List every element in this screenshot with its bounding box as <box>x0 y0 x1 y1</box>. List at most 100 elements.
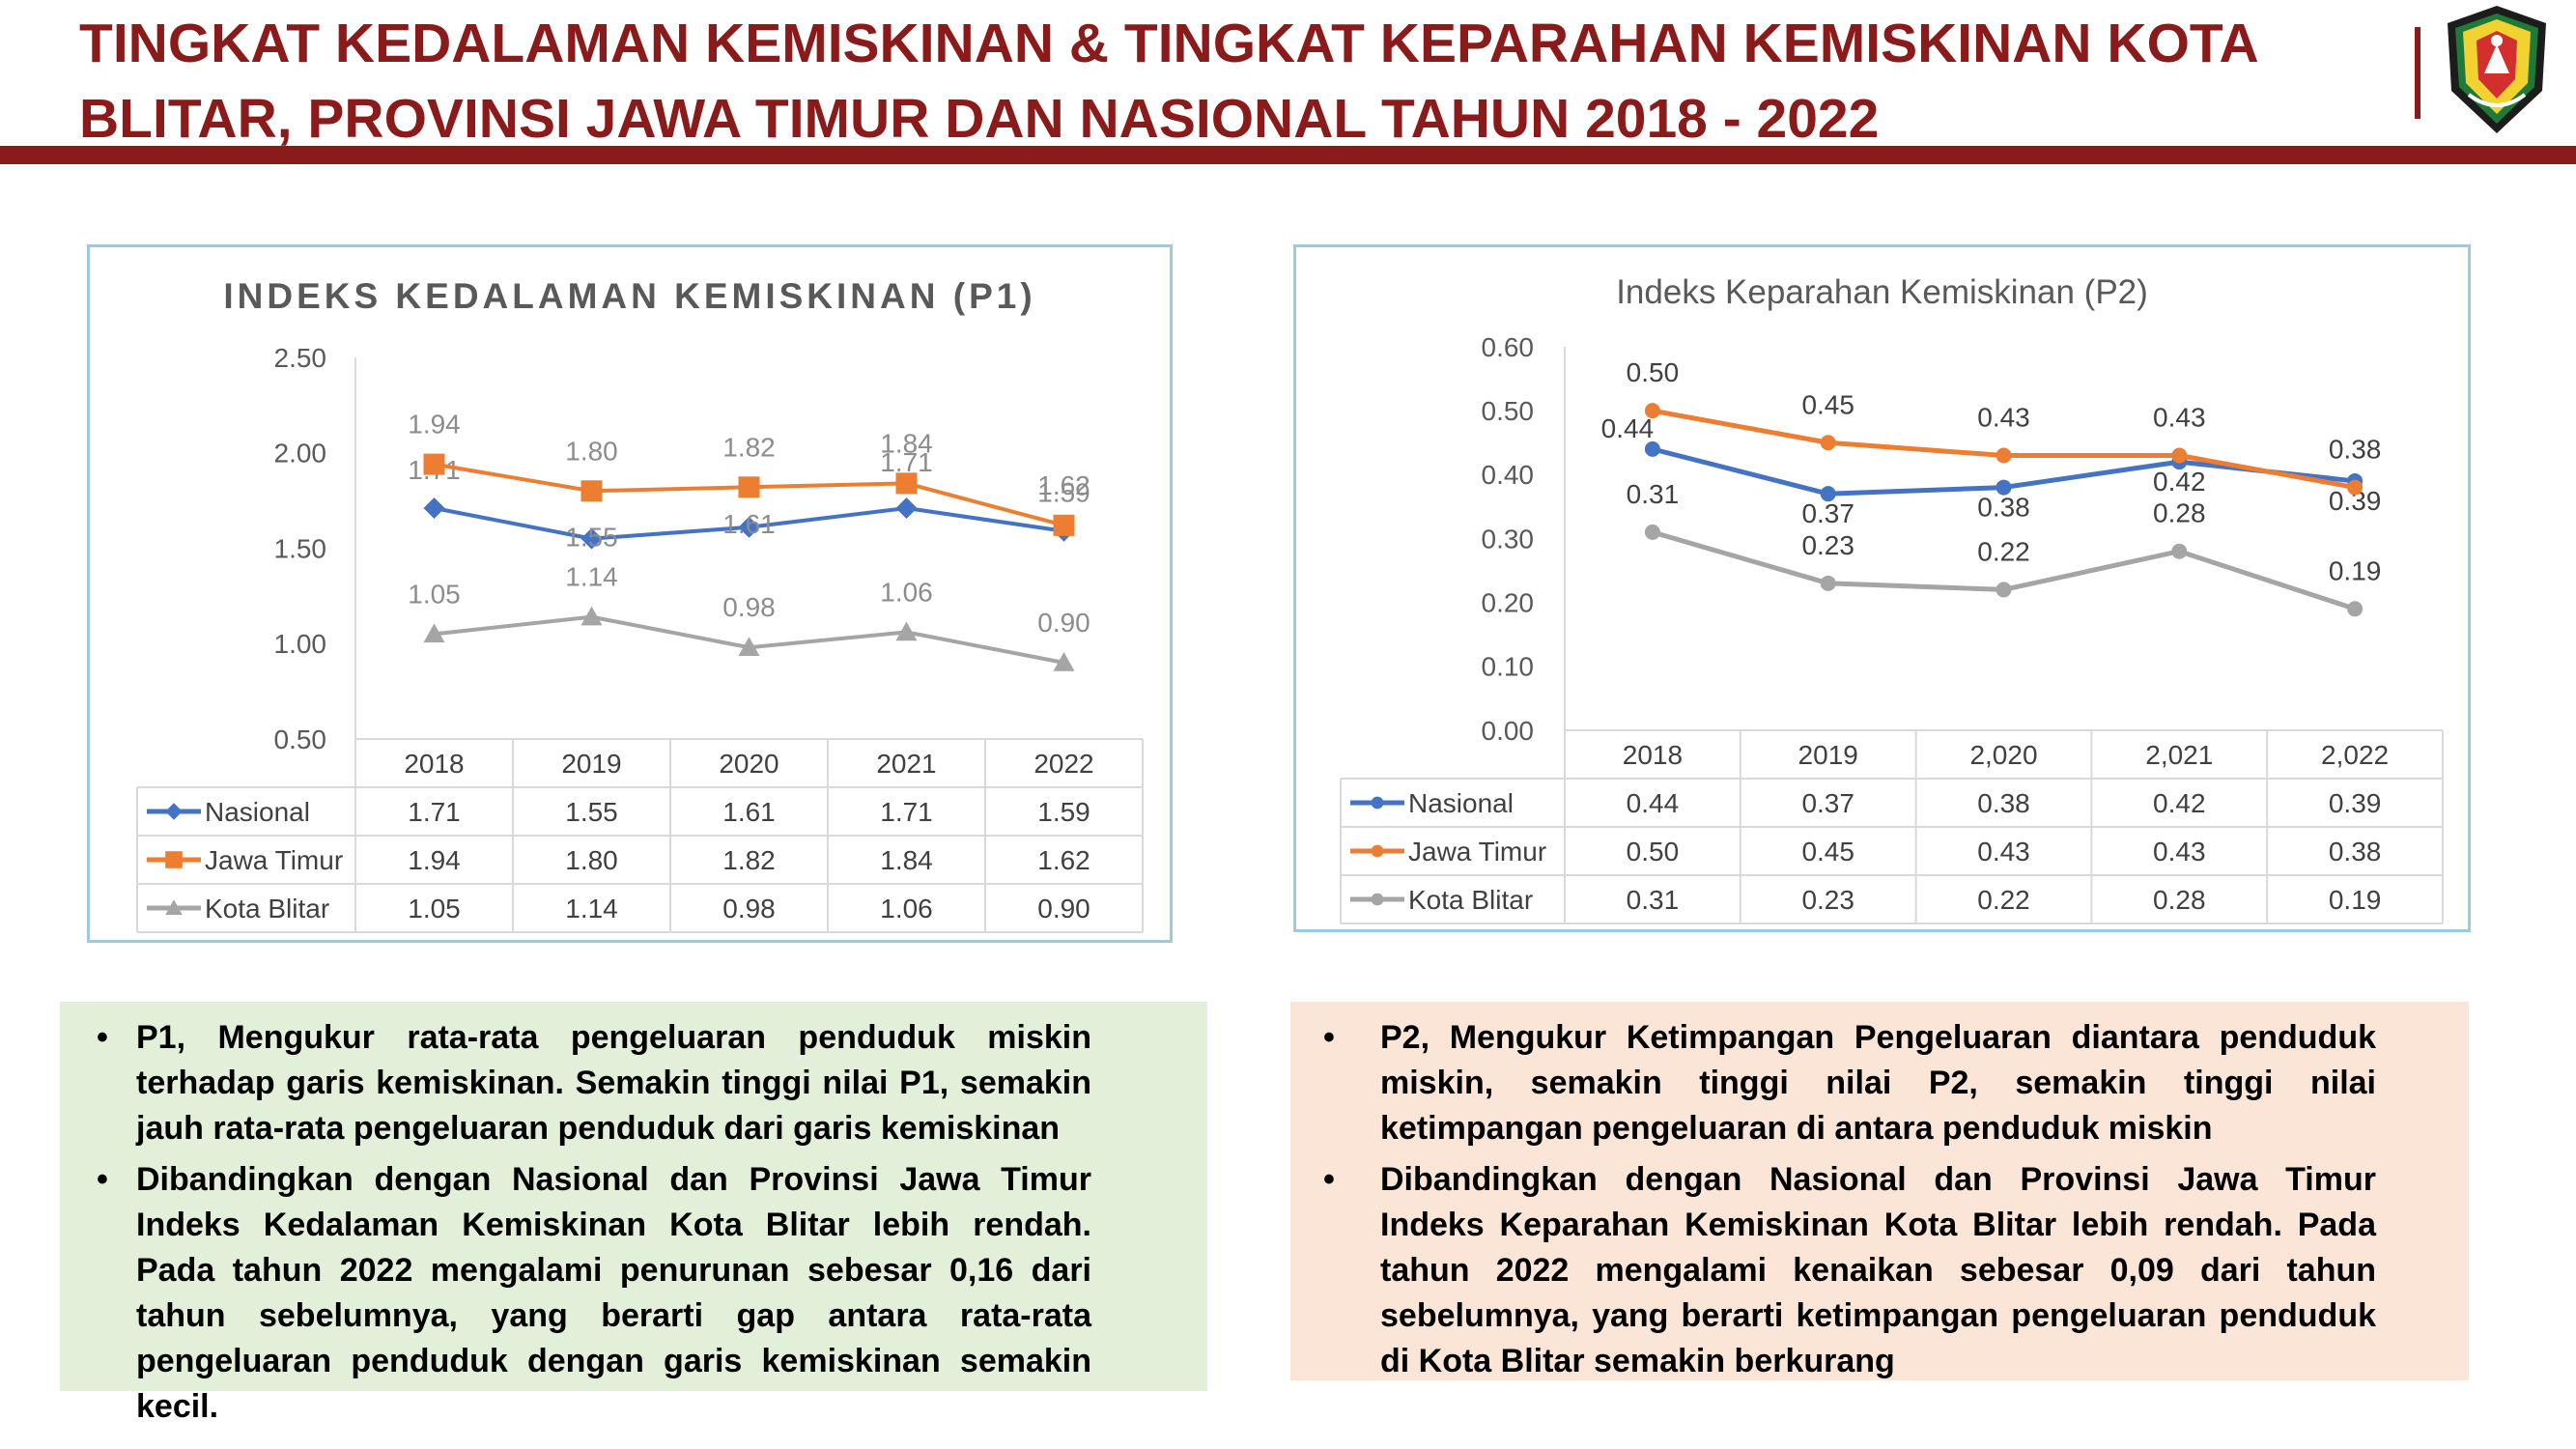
data-label: 0.50 <box>1627 357 1680 387</box>
table-header-cell: 2019 <box>1798 740 1858 770</box>
table-cell: 0.44 <box>1627 788 1680 818</box>
data-label: 0.44 <box>1601 413 1655 443</box>
title-underline <box>0 146 2576 164</box>
data-label: 1.94 <box>408 410 461 440</box>
p1-chart-title: INDEKS KEDALAMAN KEMISKINAN (P1) <box>223 276 1036 316</box>
data-label: 1.62 <box>1037 470 1090 500</box>
data-point <box>895 621 918 641</box>
table-header-cell: 2018 <box>404 749 464 779</box>
p1-chart-panel: INDEKS KEDALAMAN KEMISKINAN (P1) 0.50 1.0… <box>87 244 1173 943</box>
data-label: 0.38 <box>2329 435 2382 465</box>
data-point <box>1644 524 1660 540</box>
data-label: 0.38 <box>1977 493 2030 523</box>
data-label: 1.84 <box>880 428 933 458</box>
legend-label: Nasional <box>1408 788 1514 818</box>
data-point <box>895 497 918 520</box>
data-label: 1.59 <box>1037 478 1090 508</box>
table-cell: 0.23 <box>1801 885 1854 915</box>
p1-notes-box: • P1, Mengukur rata-rata pengeluaran pend… <box>60 1002 1207 1425</box>
y-tick-label: 1.00 <box>274 629 327 659</box>
data-point <box>2347 601 2364 617</box>
table-cell: 0.43 <box>2153 837 2206 867</box>
data-point <box>1820 575 1836 591</box>
data-point <box>895 472 918 495</box>
page-title: TINGKAT KEDALAMAN KEMISKINAN & TINGKAT K… <box>79 6 2301 156</box>
p1-note-text: P1, Mengukur rata-rata pengeluaran pendu… <box>136 1019 1091 1147</box>
legend-label: Jawa Timur <box>1408 837 1546 867</box>
data-label: 0.19 <box>2329 555 2382 585</box>
p2-chart-svg: 0.00 0.10 0.20 0.30 0.40 0.50 0.60 2018 2019 2,02… <box>1340 332 2444 924</box>
data-point <box>1820 435 1836 451</box>
bullet-icon: • <box>97 1019 108 1056</box>
p2-note-item: • Dibandingkan dengan Nasional dan Provin… <box>1304 1157 2376 1384</box>
data-point <box>423 453 445 475</box>
y-tick-label: 0.30 <box>1482 524 1535 554</box>
table-header-cell: 2019 <box>561 749 621 779</box>
data-label: 0.43 <box>2153 402 2206 432</box>
data-point <box>1644 440 1660 457</box>
y-tick-label: 0.00 <box>1482 716 1535 746</box>
table-cell: 0.19 <box>2329 885 2382 915</box>
legend-label: Kota Blitar <box>205 894 329 923</box>
table-cell: 1.71 <box>880 797 933 827</box>
data-label: 0.28 <box>2153 498 2206 528</box>
data-point <box>2347 479 2364 496</box>
data-label: 1.61 <box>722 509 776 539</box>
data-point <box>1996 582 2012 598</box>
data-point <box>1644 403 1660 419</box>
table-cell: 0.39 <box>2329 788 2382 818</box>
table-cell: 1.59 <box>1037 797 1090 827</box>
table-cell: 1.94 <box>408 845 461 875</box>
data-point <box>1053 652 1075 671</box>
data-point <box>580 480 603 502</box>
table-cell: 1.06 <box>880 894 933 923</box>
table-header-cell: 2020 <box>719 749 778 779</box>
p2-notes-box: • P2, Mengukur Ketimpangan Pengeluaran di… <box>1290 1002 2469 1380</box>
legend-label: Kota Blitar <box>1408 885 1533 915</box>
p1-chart-svg: 0.50 1.00 1.50 2.00 2.50 2018 2019 2020 2021 2022… <box>136 343 1144 933</box>
data-point <box>738 637 760 656</box>
table-cell: 0.37 <box>1801 788 1854 818</box>
table-cell: 0.38 <box>2329 837 2382 867</box>
y-tick-label: 2.00 <box>274 439 327 469</box>
table-cell: 0.28 <box>2153 885 2206 915</box>
data-label: 0.90 <box>1037 608 1090 638</box>
y-tick-label: 0.60 <box>1482 332 1535 362</box>
data-point <box>1820 486 1836 502</box>
y-tick-label: 0.20 <box>1482 587 1535 617</box>
table-cell: 1.82 <box>722 845 776 875</box>
data-label: 0.31 <box>1627 479 1680 509</box>
data-label: 1.71 <box>880 447 933 477</box>
data-point <box>580 527 603 550</box>
data-label: 1.06 <box>880 577 933 607</box>
data-label: 1.05 <box>408 579 461 609</box>
bullet-icon: • <box>1323 1161 1335 1198</box>
table-cell: 0.43 <box>1977 837 2030 867</box>
data-point <box>2171 447 2188 464</box>
table-header-cell: 2,021 <box>2145 740 2213 770</box>
y-tick-label: 0.50 <box>274 724 327 754</box>
data-point <box>738 516 760 538</box>
p1-note-item: • Dibandingkan dengan Nasional dan Provin… <box>79 1157 1091 1430</box>
data-label: 0.23 <box>1801 530 1854 560</box>
table-cell: 0.98 <box>722 894 776 923</box>
table-cell: 0.42 <box>2153 788 2206 818</box>
page-title-line-2: BLITAR, PROVINSI JAWA TIMUR DAN NASIONAL… <box>79 88 1880 150</box>
table-cell: 1.62 <box>1037 845 1090 875</box>
table-cell: 0.38 <box>1977 788 2030 818</box>
y-tick-label: 0.40 <box>1482 460 1535 490</box>
data-point <box>1371 796 1384 810</box>
table-cell: 1.05 <box>408 894 461 923</box>
table-cell: 0.31 <box>1627 885 1680 915</box>
data-label: 1.82 <box>722 432 776 462</box>
p1-note-text: Dibandingkan dengan Nasional dan Provins… <box>136 1161 1091 1425</box>
data-point <box>1996 479 2012 496</box>
bullet-icon: • <box>1323 1019 1335 1056</box>
y-tick-label: 1.50 <box>274 533 327 563</box>
data-label: 0.37 <box>1801 498 1854 528</box>
legend-label: Jawa Timur <box>205 845 343 875</box>
p2-note-text: P2, Mengukur Ketimpangan Pengeluaran dia… <box>1380 1019 2376 1147</box>
table-header-cell: 2021 <box>876 749 936 779</box>
data-label: 0.45 <box>1801 389 1854 419</box>
p2-chart-panel: Indeks Keparahan Kemiskinan (P2) 0.00 0.1… <box>1293 244 2471 932</box>
